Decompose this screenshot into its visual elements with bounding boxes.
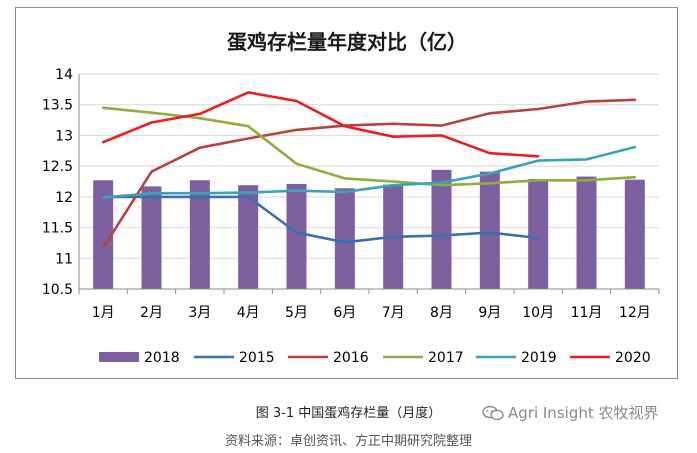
x-tick-label: 6月 xyxy=(333,305,356,321)
legend-label-2020: 2020 xyxy=(615,350,651,366)
watermark-text: Agri Insight 农牧视界 xyxy=(508,404,659,422)
bar-2018 xyxy=(576,176,597,289)
chart-svg: 蛋鸡存栏量年度对比（亿） 14 13.5 13 12.5 12 11.5 11 10.5 1月 2… xyxy=(42,30,660,366)
series-line-2015 xyxy=(101,195,540,244)
legend-label-2016: 2016 xyxy=(333,350,369,366)
watermark: Agri Insight 农牧视界 xyxy=(482,402,658,423)
legend-label-2015: 2015 xyxy=(239,350,275,366)
y-tick-label: 12.5 xyxy=(42,159,73,175)
y-tick-label: 10.5 xyxy=(42,282,73,298)
axis-layer: 14 13.5 13 12.5 12 11.5 11 10.5 1月 2月 3月 4月 5月 6月 7月 8月… xyxy=(42,67,660,321)
legend-swatch-2018 xyxy=(99,352,139,362)
bar-2018 xyxy=(528,179,549,289)
series-line-2020 xyxy=(101,91,540,158)
y-tick-label: 12 xyxy=(55,190,73,206)
x-tick-label: 11月 xyxy=(571,305,603,321)
x-tick-label: 2月 xyxy=(140,305,163,321)
bar-2018 xyxy=(189,180,210,289)
legend-label-2019: 2019 xyxy=(521,350,557,366)
x-tick-label: 4月 xyxy=(237,305,260,321)
series-line-2016 xyxy=(101,98,637,250)
series-line-2019 xyxy=(101,145,637,199)
x-tick-label: 8月 xyxy=(430,305,453,321)
bar-2018 xyxy=(624,179,645,289)
x-tick-label: 1月 xyxy=(92,305,115,321)
x-tick-label: 9月 xyxy=(478,305,501,321)
x-tick-label: 10月 xyxy=(522,305,554,321)
chart-frame: 蛋鸡存栏量年度对比（亿） 14 13.5 13 12.5 12 11.5 11 10.5 1月 2… xyxy=(15,7,678,379)
legend-label-2018: 2018 xyxy=(144,350,180,366)
figure-caption: 图 3-1 中国蛋鸡存栏量（月度） xyxy=(255,406,442,421)
y-tick-label: 11.5 xyxy=(42,221,73,237)
chart-title: 蛋鸡存栏量年度对比（亿） xyxy=(227,30,467,54)
bar-2018 xyxy=(431,169,452,289)
bar-2018 xyxy=(286,183,307,289)
legend-label-2017: 2017 xyxy=(428,350,464,366)
y-tick-label: 11 xyxy=(55,251,73,267)
bar-2018 xyxy=(141,186,162,289)
y-tick-label: 13.5 xyxy=(42,98,73,114)
legend: 2018 2015 2016 2017 2019 2020 xyxy=(99,350,651,366)
lines-layer xyxy=(101,91,637,250)
x-tick-label: 7月 xyxy=(382,305,405,321)
y-tick-label: 14 xyxy=(55,67,73,83)
bar-2018 xyxy=(93,180,114,289)
y-tick-label: 13 xyxy=(55,128,73,144)
bar-2018 xyxy=(479,171,500,289)
bar-2018 xyxy=(238,185,259,289)
wechat-icon xyxy=(482,405,504,420)
x-tick-label: 5月 xyxy=(285,305,308,321)
source-note: 资料来源：卓创资讯、方正中期研究院整理 xyxy=(224,434,472,449)
bar-2018 xyxy=(334,188,355,289)
series-line-2017 xyxy=(101,106,637,187)
bars-layer xyxy=(93,169,645,289)
x-tick-label: 3月 xyxy=(188,305,211,321)
x-tick-label: 12月 xyxy=(619,305,651,321)
